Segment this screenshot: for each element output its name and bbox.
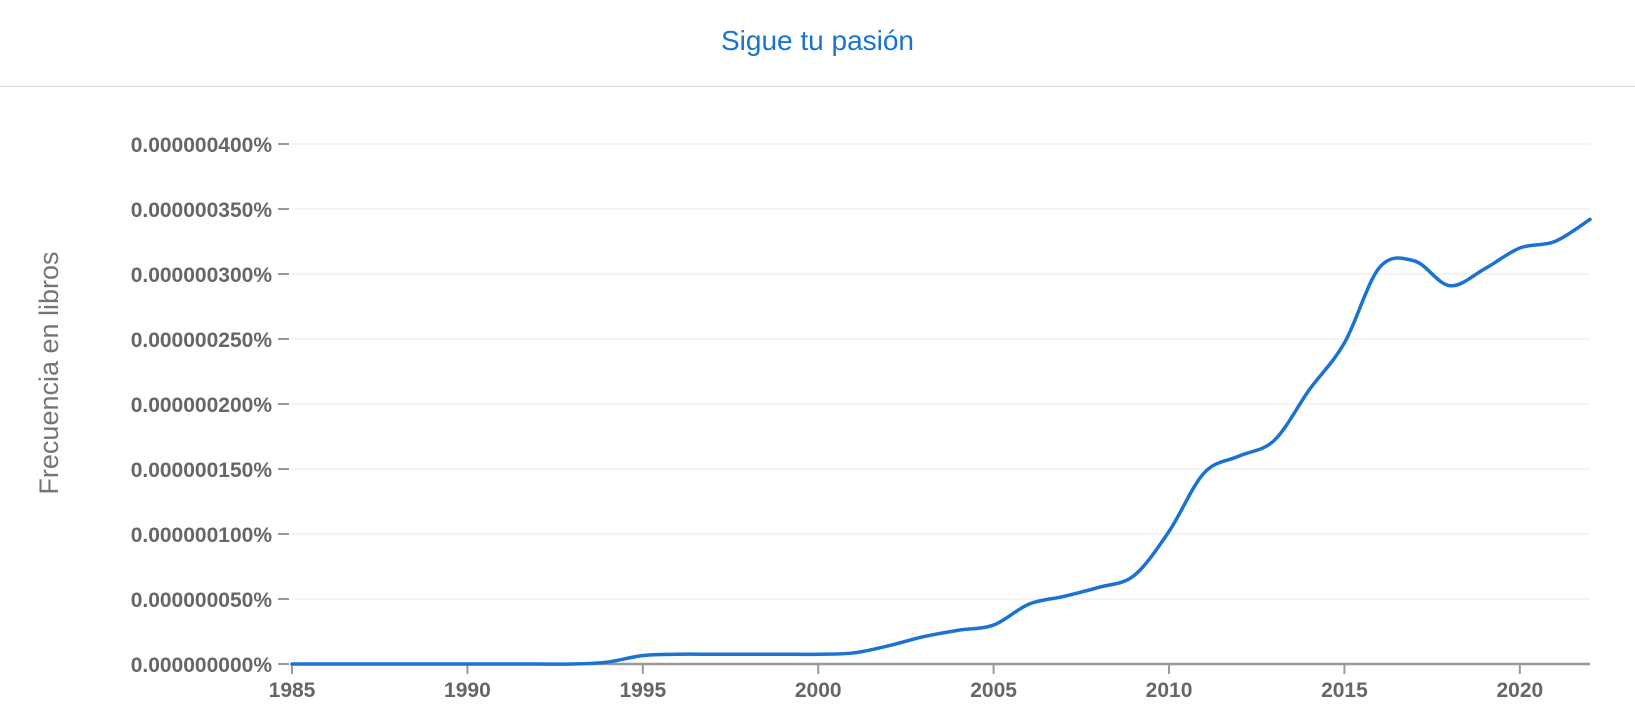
- y-tick-label: 0.000000200%: [131, 394, 273, 417]
- x-tick-label: 1990: [444, 679, 491, 702]
- series-line[interactable]: [290, 217, 1592, 666]
- gridlines: [292, 143, 1590, 600]
- y-axis-title: Frecuencia en libros: [34, 251, 64, 494]
- x-tick-label: 2000: [795, 679, 842, 702]
- y-tick-label: 0.000000350%: [131, 199, 273, 222]
- chart-header: Sigue tu pasión: [0, 0, 1635, 87]
- y-tick-label: 0.000000400%: [131, 134, 273, 157]
- y-tick-label: 0.000000150%: [131, 459, 273, 482]
- y-tick-label: 0.000000050%: [131, 589, 273, 612]
- x-tick-label: 2020: [1496, 679, 1543, 702]
- series-name-link[interactable]: Sigue tu pasión: [720, 25, 915, 56]
- y-tick-label: 0.000000100%: [131, 524, 273, 547]
- x-tick-label: 2015: [1321, 679, 1368, 702]
- x-tick-label: 1985: [269, 679, 316, 702]
- x-axis: 1985 1990 1995 2000 2005 2010 2015 2020: [269, 662, 1590, 702]
- y-tick-label: 0.000000000%: [131, 654, 273, 677]
- y-axis: 0.000000000% 0.000000050% 0.000000100% 0.00…: [131, 134, 289, 677]
- x-tick-label: 1995: [619, 679, 666, 702]
- x-tick-label: 2010: [1146, 679, 1193, 702]
- y-tick-label: 0.000000300%: [131, 264, 273, 287]
- y-tick-label: 0.000000250%: [131, 329, 273, 352]
- x-tick-label: 2005: [970, 679, 1017, 702]
